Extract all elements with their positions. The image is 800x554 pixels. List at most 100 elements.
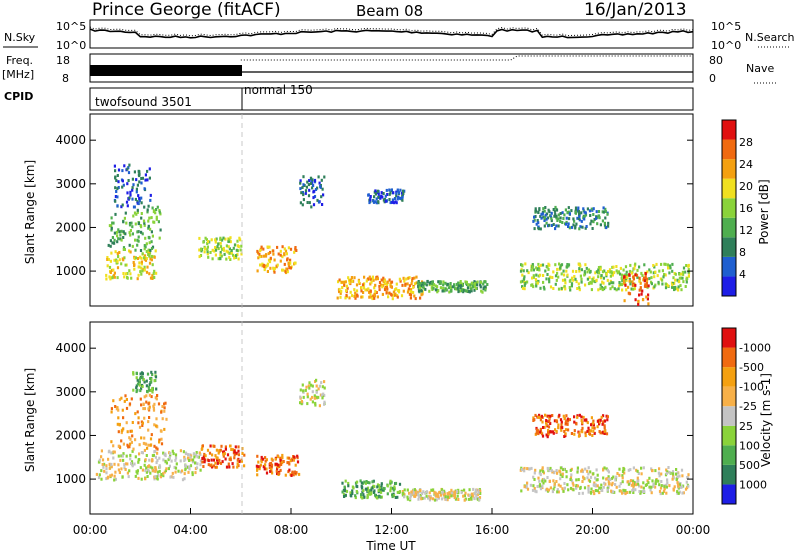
velocity-cell — [590, 423, 593, 427]
velocity-cell — [107, 450, 110, 454]
velocity-cell — [551, 430, 554, 434]
power-cell — [432, 286, 435, 290]
power-cell — [138, 196, 141, 200]
power-cell — [457, 290, 460, 294]
power-cell — [111, 276, 114, 280]
velocity-cell — [539, 430, 542, 434]
velocity-cell — [113, 478, 116, 482]
velocity-cell — [352, 486, 355, 490]
velocity-cell — [136, 378, 139, 382]
velocity-cell — [270, 467, 273, 471]
power-cell — [338, 290, 341, 294]
power-cell — [239, 248, 242, 252]
velocity-cell — [145, 384, 148, 388]
velocity-cell — [125, 421, 128, 425]
power-cell — [552, 287, 555, 290]
velocity-cell — [112, 399, 115, 403]
power-cell — [108, 224, 111, 228]
power-cell — [568, 279, 571, 283]
power-cell — [542, 274, 545, 277]
power-cell — [587, 282, 591, 286]
velocity-cell — [278, 463, 281, 467]
power-cell — [415, 275, 418, 279]
velocity-cell — [530, 466, 533, 470]
velocity-cell — [110, 451, 113, 455]
power-cell — [579, 274, 582, 278]
power-cell — [368, 201, 371, 205]
power-cell — [148, 176, 151, 180]
power-cell — [392, 290, 395, 294]
velocity-cell — [596, 473, 599, 477]
velocity-cell — [581, 421, 584, 425]
velocity-cell — [660, 472, 663, 476]
power-cell — [677, 285, 680, 289]
power-cell — [348, 281, 351, 285]
velocity-cell — [141, 424, 144, 427]
velocity-cell — [401, 493, 404, 497]
velocity-cell — [658, 489, 662, 493]
power-cell — [311, 186, 314, 190]
power-cell — [680, 288, 683, 292]
power-cell — [409, 290, 413, 294]
power-cell — [577, 282, 580, 286]
power-cell — [219, 241, 222, 245]
power-cell — [126, 182, 129, 186]
power-cell — [654, 283, 657, 287]
power-cell — [473, 284, 476, 288]
velocity-cell — [558, 413, 561, 417]
power-cell — [632, 277, 635, 281]
velocity-cell — [211, 453, 214, 457]
velocity-cell — [282, 460, 285, 463]
velocity-cell — [641, 490, 644, 494]
power-cell — [543, 219, 546, 222]
power-cell — [258, 255, 261, 259]
velocity-cell — [342, 488, 345, 492]
velocity-cell — [154, 466, 157, 470]
power-cell — [467, 283, 470, 287]
power-cell — [393, 201, 396, 205]
power-cell — [672, 286, 675, 289]
power-cell — [240, 244, 243, 248]
power-cell — [686, 277, 689, 281]
power-cell — [224, 237, 227, 241]
velocity-cell — [605, 467, 608, 471]
velocity-cell — [598, 422, 601, 426]
power-cell — [600, 276, 603, 280]
velocity-cell — [684, 487, 688, 491]
velocity-cell — [435, 498, 438, 502]
velocity-cell — [269, 469, 272, 473]
power-cell — [540, 263, 543, 267]
power-cell — [410, 288, 413, 292]
velocity-cell — [381, 488, 384, 492]
power-cell — [533, 215, 536, 219]
power-cell — [230, 249, 233, 252]
power-cell — [221, 238, 224, 242]
power-cell — [381, 292, 384, 296]
power-cell — [584, 211, 587, 215]
power-cell — [108, 265, 112, 269]
velocity-cell — [149, 377, 152, 380]
power-cell — [539, 227, 542, 231]
power-cell — [538, 268, 541, 272]
velocity-cell — [290, 474, 293, 477]
velocity-cell — [218, 458, 221, 462]
power-cell — [627, 291, 630, 295]
power-cell — [386, 193, 389, 196]
velocity-cell — [636, 476, 639, 480]
power-cell — [682, 272, 685, 276]
power-cell — [129, 190, 132, 194]
colorbar-segment — [722, 276, 736, 296]
power-cell — [378, 288, 381, 292]
power-cell — [411, 277, 414, 281]
power-cell — [595, 215, 598, 219]
velocity-cell — [210, 458, 213, 462]
power-cell — [543, 224, 546, 228]
velocity-cell — [345, 489, 349, 493]
velocity-cell — [110, 462, 113, 466]
velocity-cell — [315, 395, 318, 399]
velocity-cell — [531, 488, 535, 492]
velocity-cell — [302, 395, 305, 399]
velocity-cell — [216, 461, 219, 465]
power-cell — [486, 283, 489, 286]
